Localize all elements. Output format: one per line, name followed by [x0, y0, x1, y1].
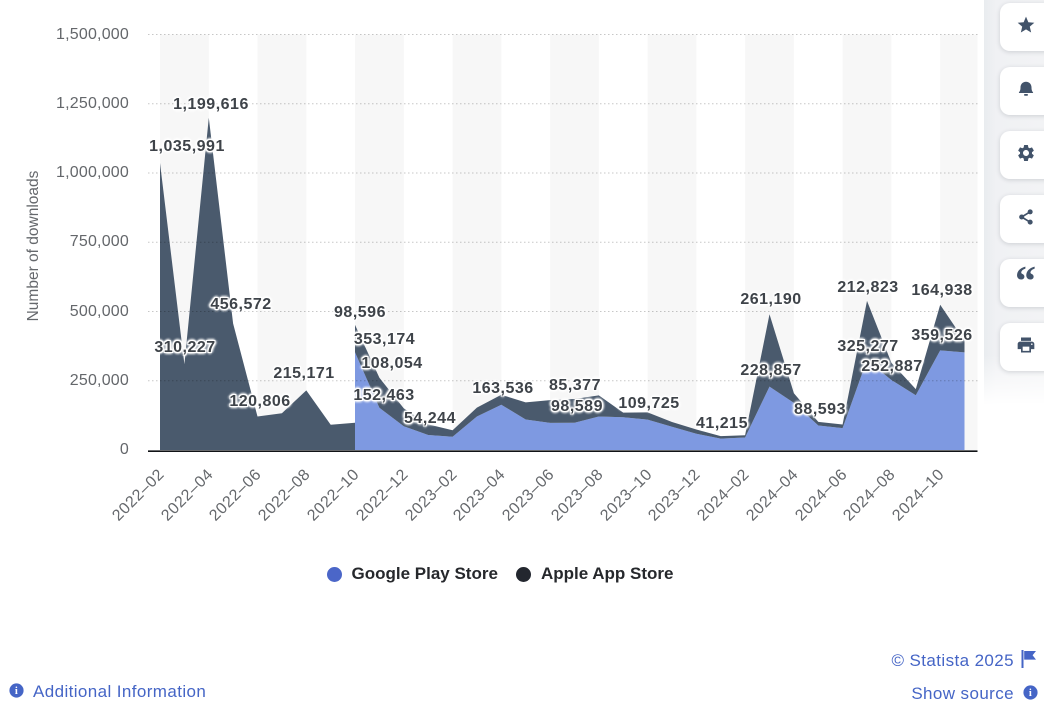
svg-text:i: i — [1029, 688, 1032, 699]
svg-text:i: i — [15, 686, 18, 697]
